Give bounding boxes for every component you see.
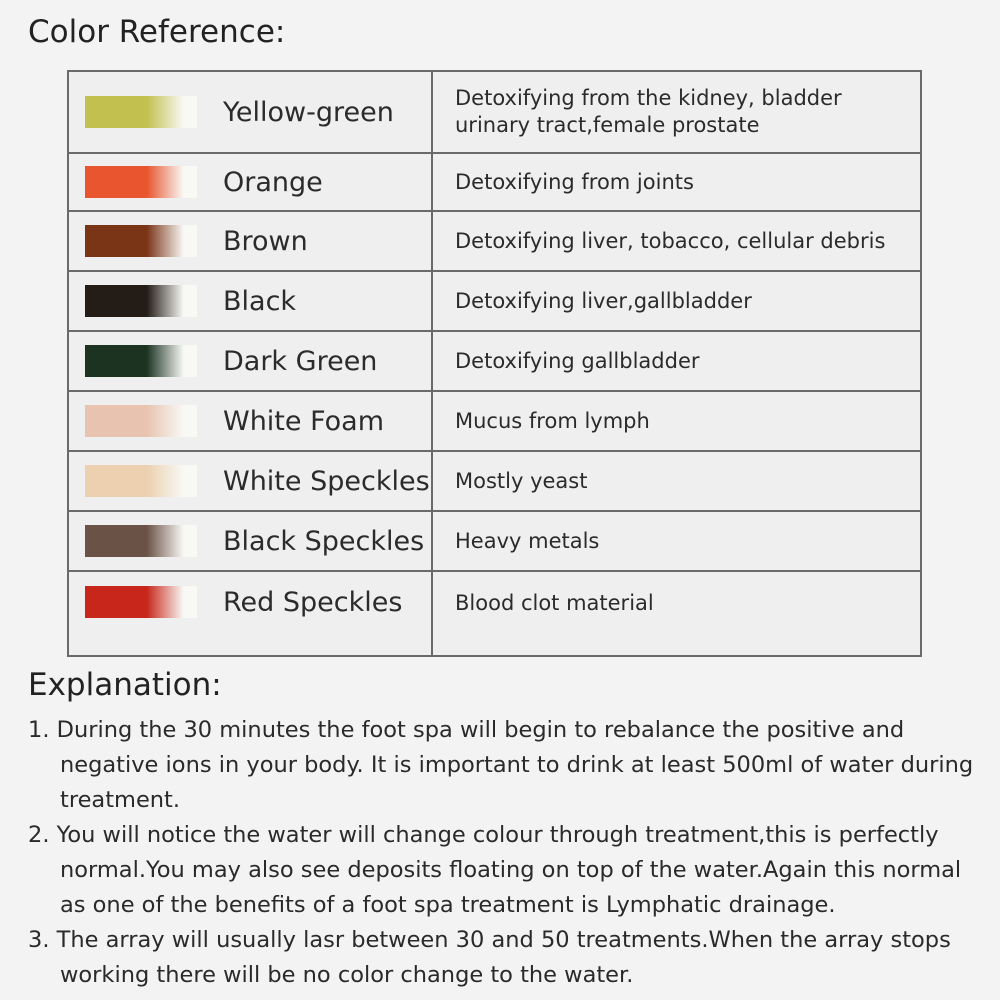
color-description: Mostly yeast bbox=[431, 450, 922, 512]
color-swatch bbox=[85, 225, 197, 257]
color-swatch bbox=[85, 465, 197, 497]
color-swatch bbox=[85, 96, 197, 128]
color-name: Red Speckles bbox=[223, 586, 403, 618]
color-cell: White Foam bbox=[67, 390, 433, 452]
color-cell: White Speckles bbox=[67, 450, 433, 512]
color-description: Heavy metals bbox=[431, 510, 922, 572]
color-name: White Speckles bbox=[223, 465, 430, 497]
color-cell: Dark Green bbox=[67, 330, 433, 392]
color-reference-heading: Color Reference: bbox=[28, 14, 286, 50]
color-name: Black bbox=[223, 285, 297, 317]
color-cell: Yellow-green bbox=[67, 70, 433, 154]
color-description: Detoxifying liver, tobacco, cellular deb… bbox=[431, 210, 922, 272]
color-row: Brown Detoxifying liver, tobacco, cellula… bbox=[67, 210, 922, 272]
color-row: Black Detoxifying liver,gallbladder bbox=[67, 270, 922, 332]
color-row: Orange Detoxifying from joints bbox=[67, 152, 922, 212]
color-cell: Black Speckles bbox=[67, 510, 433, 572]
color-row: Black Speckles Heavy metals bbox=[67, 510, 922, 572]
color-description: Mucus from lymph bbox=[431, 390, 922, 452]
color-name: Orange bbox=[223, 166, 323, 198]
color-description: Detoxifying from joints bbox=[431, 152, 922, 212]
color-name: White Foam bbox=[223, 405, 385, 437]
color-row: White Speckles Mostly yeast bbox=[67, 450, 922, 512]
explanation-list: 1. During the 30 minutes the foot spa wi… bbox=[28, 713, 978, 993]
explanation-heading: Explanation: bbox=[28, 667, 222, 703]
explanation-item: 1. During the 30 minutes the foot spa wi… bbox=[28, 717, 974, 813]
color-swatch bbox=[85, 525, 197, 557]
color-cell: Red Speckles bbox=[67, 570, 433, 657]
color-description: Detoxifying gallbladder bbox=[431, 330, 922, 392]
color-name: Dark Green bbox=[223, 345, 378, 377]
color-row: Red Speckles Blood clot material bbox=[67, 570, 922, 657]
color-reference-table: Yellow-green Detoxifying from the kidney,… bbox=[67, 70, 922, 657]
color-description: Detoxifying from the kidney, bladder uri… bbox=[431, 70, 922, 154]
color-cell: Black bbox=[67, 270, 433, 332]
color-swatch bbox=[85, 405, 197, 437]
color-name: Black Speckles bbox=[223, 525, 425, 557]
explanation-item: 2. You will notice the water will change… bbox=[28, 822, 962, 918]
color-swatch bbox=[85, 285, 197, 317]
color-swatch bbox=[85, 586, 197, 618]
color-description: Blood clot material bbox=[431, 570, 922, 657]
color-name: Yellow-green bbox=[223, 96, 394, 128]
color-description: Detoxifying liver,gallbladder bbox=[431, 270, 922, 332]
explanation-item: 3. The array will usually lasr between 3… bbox=[28, 927, 951, 988]
color-row: Yellow-green Detoxifying from the kidney,… bbox=[67, 70, 922, 154]
color-name: Brown bbox=[223, 225, 308, 257]
color-row: Dark Green Detoxifying gallbladder bbox=[67, 330, 922, 392]
color-cell: Orange bbox=[67, 152, 433, 212]
color-swatch bbox=[85, 345, 197, 377]
color-swatch bbox=[85, 166, 197, 198]
color-row: White Foam Mucus from lymph bbox=[67, 390, 922, 452]
color-cell: Brown bbox=[67, 210, 433, 272]
